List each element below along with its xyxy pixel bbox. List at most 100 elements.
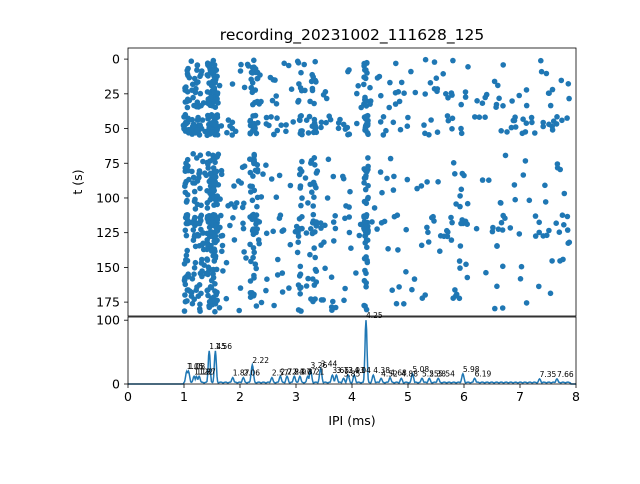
raster-ytick-label: 0 <box>112 52 120 67</box>
raster-point <box>233 200 240 206</box>
raster-point <box>462 89 469 95</box>
raster-point <box>298 69 304 76</box>
raster-point <box>384 175 390 182</box>
raster-point <box>397 126 404 133</box>
raster-point <box>473 225 480 232</box>
raster-point <box>248 76 254 83</box>
raster-point <box>250 245 257 251</box>
raster-point <box>361 81 367 88</box>
raster-point <box>196 174 202 181</box>
raster-point <box>254 98 261 105</box>
raster-point <box>566 95 572 102</box>
raster-point <box>361 180 367 186</box>
raster-point <box>549 127 556 133</box>
raster-point <box>545 90 552 96</box>
raster-point <box>307 251 313 258</box>
raster-point <box>224 129 230 136</box>
raster-point <box>294 249 301 256</box>
raster-point <box>398 79 405 86</box>
raster-point <box>320 92 327 98</box>
raster-point <box>196 306 203 312</box>
raster-point <box>211 62 218 68</box>
raster-point <box>374 75 381 81</box>
raster-point <box>516 231 523 237</box>
raster-point <box>308 296 314 302</box>
histogram-peak-label: 5.08 <box>412 365 429 374</box>
raster-point <box>182 165 189 171</box>
raster-point <box>251 151 257 158</box>
raster-point <box>361 277 368 284</box>
raster-point <box>318 225 324 231</box>
raster-point <box>228 201 234 207</box>
raster-point <box>181 277 188 284</box>
raster-point <box>354 90 360 97</box>
raster-point <box>211 180 217 186</box>
raster-point <box>298 308 304 314</box>
raster-point <box>458 220 464 227</box>
raster-point <box>309 189 315 195</box>
raster-point <box>517 276 524 282</box>
raster-point <box>208 67 215 74</box>
raster-point <box>273 194 280 200</box>
raster-point <box>498 128 505 134</box>
raster-point <box>332 213 339 219</box>
raster-point <box>211 85 218 91</box>
histogram-peak-label: 6.19 <box>475 369 492 378</box>
raster-point <box>393 60 399 67</box>
raster-point <box>494 283 500 290</box>
raster-point <box>276 215 283 221</box>
raster-point <box>203 172 210 179</box>
raster-point <box>490 224 496 231</box>
raster-point <box>560 256 566 263</box>
raster-point <box>512 124 519 130</box>
raster-point <box>214 216 221 223</box>
raster-point <box>449 92 455 98</box>
raster-point <box>561 190 568 197</box>
raster-point <box>257 72 263 78</box>
raster-point <box>263 287 269 294</box>
raster-point <box>218 123 225 129</box>
raster-point <box>364 59 370 66</box>
histogram-peak-label: 7.35 <box>540 370 557 379</box>
raster-point <box>532 233 539 239</box>
raster-point <box>192 243 199 250</box>
raster-point <box>412 89 419 96</box>
raster-point <box>208 284 215 291</box>
raster-point <box>309 71 316 78</box>
raster-point <box>547 290 554 297</box>
raster-point <box>205 151 212 157</box>
raster-point <box>199 117 206 123</box>
raster-point <box>249 197 256 204</box>
raster-point <box>268 114 274 120</box>
raster-point <box>453 291 460 298</box>
raster-point <box>324 195 331 201</box>
raster-point <box>295 97 302 104</box>
raster-point <box>184 247 190 254</box>
raster-point <box>543 70 550 77</box>
raster-point <box>260 171 266 177</box>
raster-point <box>299 214 305 220</box>
raster-point <box>295 239 302 245</box>
raster-point <box>312 58 319 65</box>
raster-point <box>401 90 407 96</box>
raster-point <box>194 127 200 133</box>
raster-point <box>457 243 464 249</box>
raster-point <box>476 114 483 120</box>
raster-point <box>422 56 429 63</box>
raster-point <box>241 200 247 207</box>
raster-point <box>340 173 346 180</box>
histogram-peak-label: 5.54 <box>438 369 455 378</box>
raster-point <box>182 227 189 234</box>
raster-point <box>215 151 222 158</box>
histogram-xtick-label: 4 <box>348 389 356 404</box>
raster-point <box>190 151 196 157</box>
raster-point <box>189 168 195 175</box>
raster-point <box>492 305 498 312</box>
raster-point <box>389 287 396 294</box>
raster-point <box>422 292 429 298</box>
raster-point <box>251 187 258 194</box>
raster-point <box>337 116 343 123</box>
raster-point <box>363 284 369 290</box>
raster-point <box>362 67 368 73</box>
raster-point <box>283 128 289 135</box>
